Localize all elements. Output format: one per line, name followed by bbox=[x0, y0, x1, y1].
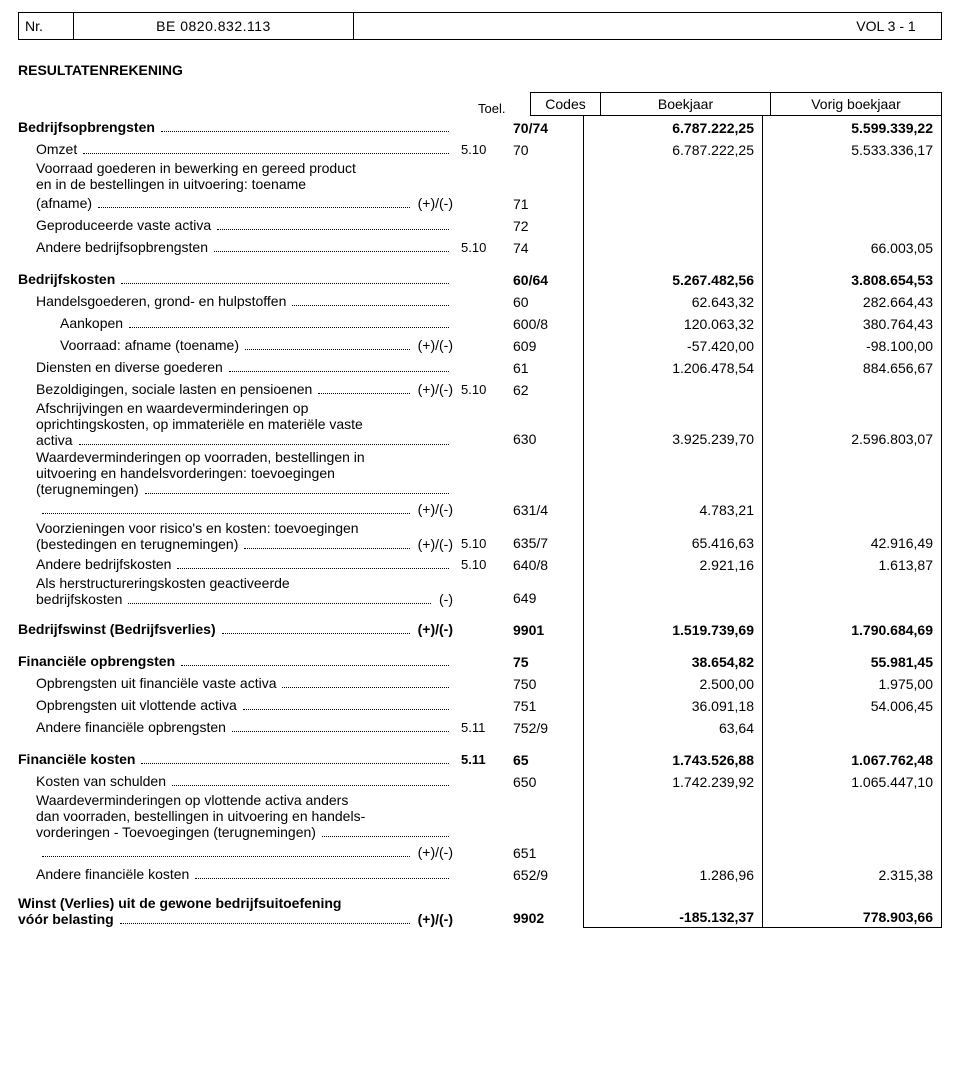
col-header-boekjaar: Boekjaar bbox=[601, 93, 771, 115]
col-header-toel: Toel. bbox=[478, 101, 530, 116]
table-row: Opbrengsten uit vlottende activa75136.09… bbox=[18, 694, 942, 716]
table-row: Financiële kosten5.11651.743.526,881.067… bbox=[18, 748, 942, 770]
table-row: Winst (Verlies) uit de gewone bedrijfsui… bbox=[18, 895, 942, 928]
table-row: Andere bedrijfskosten5.10640/82.921,161.… bbox=[18, 553, 942, 575]
table-row: Bezoldigingen, sociale lasten en pensioe… bbox=[18, 378, 942, 400]
table-row: Diensten en diverse goederen611.206.478,… bbox=[18, 356, 942, 378]
table-body: Bedrijfsopbrengsten70/746.787.222,255.59… bbox=[18, 116, 942, 928]
table-row: Waardeverminderingen op vlottende activa… bbox=[18, 792, 942, 841]
table-row: (+)/(-)631/44.783,21 bbox=[18, 498, 942, 520]
col-header-box: Codes Boekjaar Vorig boekjaar bbox=[530, 92, 942, 116]
table-row: Opbrengsten uit financiële vaste activa7… bbox=[18, 672, 942, 694]
table-row: (afname)(+)/(-)71 bbox=[18, 192, 942, 214]
table-row: Waardeverminderingen op voorraden, beste… bbox=[18, 449, 942, 498]
table-row: Voorzieningen voor risico's en kosten: t… bbox=[18, 520, 942, 553]
table-header: Toel. Codes Boekjaar Vorig boekjaar bbox=[18, 92, 942, 116]
col-header-vorig: Vorig boekjaar bbox=[771, 93, 941, 115]
table-row: Andere financiële kosten652/91.286,962.3… bbox=[18, 863, 942, 885]
table-row: Afschrijvingen en waardeverminderingen o… bbox=[18, 400, 942, 449]
table-row: Bedrijfsopbrengsten70/746.787.222,255.59… bbox=[18, 116, 942, 138]
table-row: Geproduceerde vaste activa72 bbox=[18, 214, 942, 236]
table-row bbox=[18, 885, 942, 895]
table-row: Omzet5.10706.787.222,255.533.336,17 bbox=[18, 138, 942, 160]
table-row bbox=[18, 608, 942, 618]
table-row bbox=[18, 738, 942, 748]
table-row: Als herstructureringskosten geactiveerde… bbox=[18, 575, 942, 608]
table-row: Bedrijfswinst (Bedrijfsverlies)(+)/(-)99… bbox=[18, 618, 942, 640]
table-row: (+)/(-)651 bbox=[18, 841, 942, 863]
header-bar: Nr. BE 0820.832.113 VOL 3 - 1 bbox=[18, 12, 942, 40]
section-title: RESULTATENREKENING bbox=[18, 62, 942, 78]
table-row: Handelsgoederen, grond- en hulpstoffen60… bbox=[18, 290, 942, 312]
table-row bbox=[18, 640, 942, 650]
header-vol: VOL 3 - 1 bbox=[831, 13, 941, 39]
table-row: Aankopen600/8120.063,32380.764,43 bbox=[18, 312, 942, 334]
page: Nr. BE 0820.832.113 VOL 3 - 1 RESULTATEN… bbox=[0, 0, 960, 958]
table-row: Bedrijfskosten60/645.267.482,563.808.654… bbox=[18, 268, 942, 290]
table-row: Voorraad goederen in bewerking en gereed… bbox=[18, 160, 942, 192]
header-nr-label: Nr. bbox=[19, 13, 74, 39]
header-company-id: BE 0820.832.113 bbox=[74, 13, 354, 39]
table-row: Andere financiële opbrengsten5.11752/963… bbox=[18, 716, 942, 738]
table-row: Financiële opbrengsten7538.654,8255.981,… bbox=[18, 650, 942, 672]
table-row: Kosten van schulden6501.742.239,921.065.… bbox=[18, 770, 942, 792]
table-row: Andere bedrijfsopbrengsten5.107466.003,0… bbox=[18, 236, 942, 258]
table-row: Voorraad: afname (toename)(+)/(-)609-57.… bbox=[18, 334, 942, 356]
col-header-codes: Codes bbox=[531, 93, 601, 115]
table-row bbox=[18, 258, 942, 268]
